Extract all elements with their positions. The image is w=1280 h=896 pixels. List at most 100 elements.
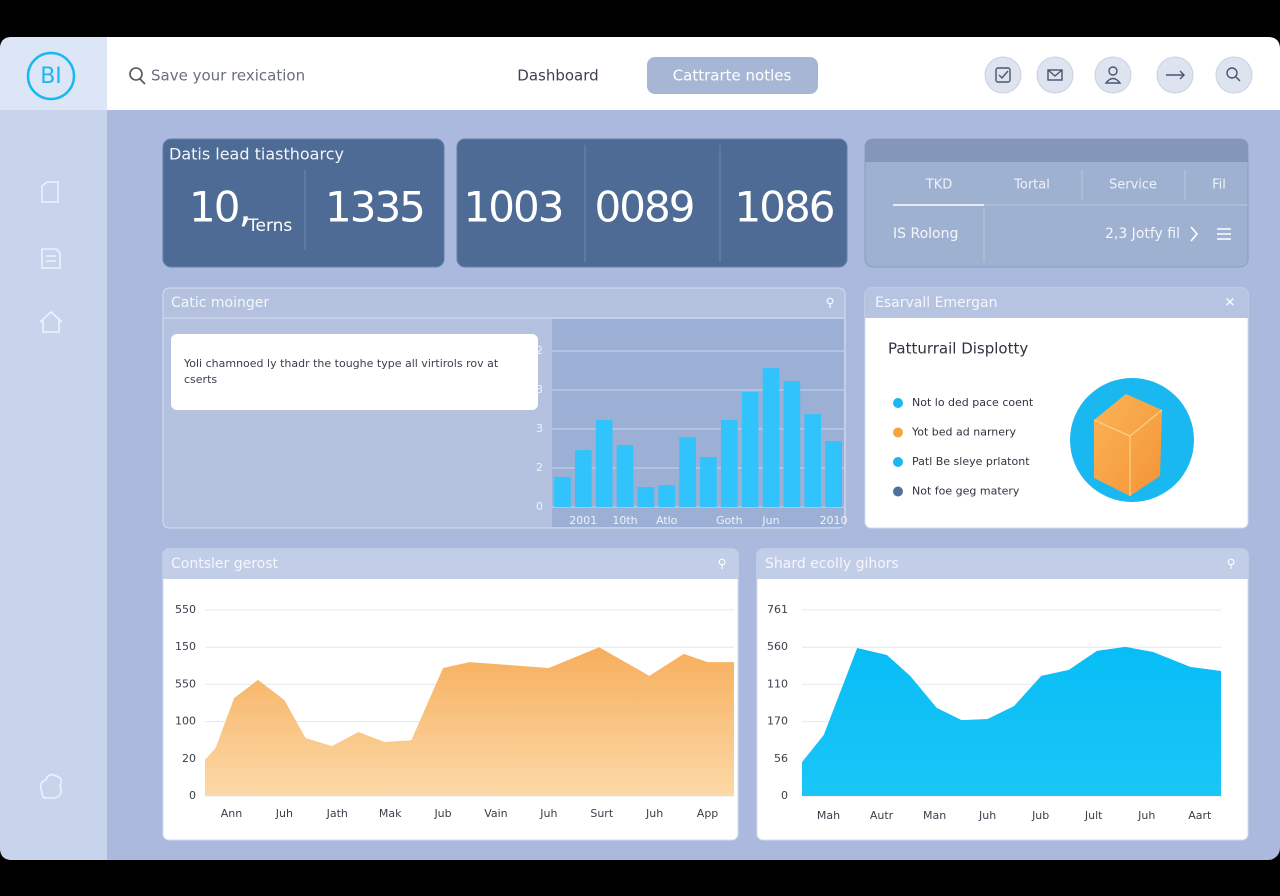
toolbar-button[interactable] — [984, 56, 1022, 94]
y-tick-label: 0 — [781, 789, 788, 802]
stat-unit: Terns — [247, 216, 292, 236]
search-input[interactable]: Save your rexication — [151, 67, 305, 85]
y-tick-label: 150 — [175, 640, 196, 653]
bar — [637, 487, 655, 507]
nav-tab[interactable]: Cattrarte notles — [673, 67, 792, 85]
x-tick-label: Juh — [978, 809, 996, 822]
x-tick-label: Goth — [716, 514, 743, 527]
legend-title: Patturrail Displotty — [888, 340, 1028, 358]
sidebar-icon[interactable] — [39, 310, 63, 333]
y-tick-label: 3 — [536, 422, 543, 435]
x-tick-label: Atlo — [656, 514, 678, 527]
legend-label: Patl Be sleye prlatont — [912, 455, 1030, 468]
bar — [574, 450, 592, 507]
legend-label: Not foe geg matery — [912, 485, 1020, 498]
y-tick-label: 550 — [175, 603, 196, 616]
y-tick-label: 110 — [767, 677, 788, 690]
bar — [679, 437, 696, 507]
x-tick-label: Vain — [484, 807, 507, 820]
x-tick-label: Juh — [275, 807, 293, 820]
y-tick-label: 170 — [767, 715, 788, 728]
bar — [825, 441, 842, 507]
legend-swatch — [893, 427, 903, 438]
sidebar-icon[interactable] — [41, 248, 61, 269]
bar — [700, 457, 717, 507]
search-icon — [139, 78, 146, 85]
sidebar-icon[interactable] — [41, 181, 59, 203]
x-tick-label: Jub — [433, 807, 451, 820]
y-tick-label: 3 — [536, 383, 543, 396]
x-tick-label: Juh — [645, 807, 663, 820]
stat-value: 1335 — [325, 183, 424, 232]
x-tick-label: Man — [923, 809, 946, 822]
card-title: Catic moinger — [171, 295, 269, 311]
stat-value: 10, — [189, 183, 250, 232]
legend-swatch — [893, 398, 903, 408]
card-icon[interactable]: ⚲ — [1227, 557, 1236, 571]
bar — [783, 381, 801, 507]
y-tick-label: 2 — [536, 461, 543, 474]
x-tick-label: Jun — [761, 514, 779, 527]
x-tick-label: Autr — [870, 809, 894, 822]
y-tick-label: 550 — [175, 677, 196, 690]
table-header-bar — [865, 139, 1248, 162]
toolbar-button[interactable] — [1215, 56, 1253, 94]
legend-swatch — [893, 457, 903, 467]
illustration — [1093, 409, 1163, 496]
note-text: cserts — [184, 373, 217, 386]
note-text: Yoli chamnoed ly thadr the toughe type a… — [183, 357, 499, 370]
stat-value: 1003 — [464, 183, 563, 232]
x-tick-label: Juh — [539, 807, 557, 820]
y-tick-label: 0 — [536, 500, 543, 513]
card-title: Datis lead tiasthoarcy — [169, 145, 344, 164]
y-tick-label: 56 — [774, 752, 788, 765]
y-tick-label: 100 — [175, 715, 196, 728]
y-tick-label: 2 — [536, 344, 543, 357]
logo-area — [0, 37, 107, 110]
stats-card — [162, 138, 445, 268]
bar — [595, 420, 613, 507]
close-icon[interactable]: ✕ — [1225, 296, 1236, 311]
stats-card — [456, 138, 848, 268]
table-header[interactable]: Service — [1109, 178, 1157, 193]
search-icon — [129, 67, 143, 81]
legend-label: Yot bed ad narnery — [911, 426, 1017, 439]
table-cell: IS Rolong — [893, 226, 958, 242]
sidebar — [0, 37, 107, 860]
card-icon[interactable]: ⚲ — [718, 557, 727, 571]
toolbar-button[interactable] — [1036, 56, 1074, 94]
bar — [554, 476, 571, 507]
x-tick-label: Jult — [1084, 809, 1103, 822]
x-tick-label: 10th — [612, 514, 637, 527]
x-tick-label: 2001 — [569, 514, 597, 527]
card-title: Shard ecolly gihors — [765, 556, 899, 572]
card-icon[interactable]: ⚲ — [826, 296, 835, 310]
y-tick-label: 0 — [189, 789, 196, 802]
logo-ring — [26, 51, 76, 101]
illustration — [1094, 394, 1162, 496]
row-menu[interactable] — [1217, 228, 1231, 240]
table-header[interactable]: Fil — [1212, 178, 1226, 193]
sidebar-icon[interactable] — [39, 773, 63, 799]
x-tick-label: Mak — [379, 807, 402, 820]
card-header — [865, 288, 1248, 318]
card-title: Esarvall Emergan — [875, 295, 998, 311]
nav-button[interactable] — [647, 57, 818, 94]
bar — [658, 485, 676, 507]
x-tick-label: Ann — [221, 807, 242, 820]
table-header[interactable]: TKD — [925, 178, 952, 193]
bar — [720, 420, 738, 507]
stat-value: 1086 — [735, 183, 834, 232]
x-tick-label: 2010 — [820, 514, 848, 527]
card-title: Contsler gerost — [171, 556, 279, 572]
logo: BI — [40, 64, 62, 89]
bar — [762, 368, 780, 507]
row-arrow[interactable] — [1190, 226, 1199, 242]
stat-value: 0089 — [595, 183, 694, 232]
nav-tab[interactable]: Dashboard — [517, 67, 598, 85]
table-header[interactable]: Tortal — [1013, 178, 1050, 193]
card-header — [163, 549, 738, 579]
area — [205, 647, 734, 796]
